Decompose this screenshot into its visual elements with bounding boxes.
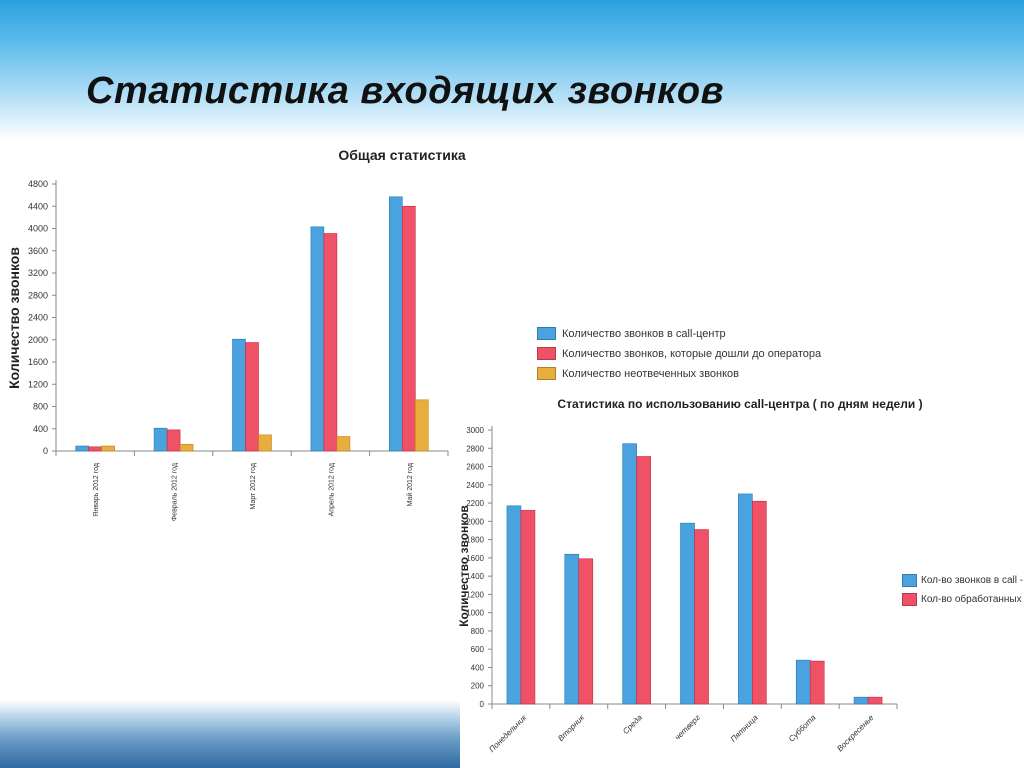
bar — [258, 434, 272, 452]
chart1-legend: Количество звонков в call-центр Количест… — [537, 327, 821, 387]
bar — [752, 500, 767, 705]
bar — [414, 399, 429, 452]
x-category-label: Воскресенье — [835, 713, 876, 754]
bar — [738, 493, 753, 705]
legend-label: Кол-во обработанных звонков — [921, 594, 1024, 605]
y-tick-label: 4800 — [28, 179, 48, 189]
bar — [680, 522, 695, 705]
x-category-label: Вторник — [556, 712, 587, 743]
bar — [336, 436, 351, 452]
y-tick-label: 800 — [33, 402, 48, 412]
legend-item-unanswered-calls: Количество неотвеченных звонков — [537, 367, 821, 380]
y-tick-label: 600 — [471, 645, 485, 654]
y-tick-label: 1200 — [466, 590, 484, 599]
bar — [520, 510, 536, 705]
bar — [166, 429, 181, 452]
y-tick-label: 2400 — [466, 481, 484, 490]
x-category-label: Суббота — [787, 713, 818, 744]
y-tick-label: 3200 — [28, 268, 48, 278]
x-category-label: Среда — [621, 713, 644, 736]
legend-label: Количество звонков в call-центр — [562, 327, 726, 340]
header-gradient-band — [0, 0, 1024, 140]
y-tick-label: 1400 — [466, 572, 484, 581]
bar — [578, 558, 594, 705]
y-tick-label: 800 — [471, 627, 485, 636]
y-tick-label: 3000 — [466, 426, 484, 435]
y-tick-label: 1000 — [466, 609, 484, 618]
y-tick-label: 4400 — [28, 201, 48, 211]
legend-swatch-red — [902, 593, 917, 606]
chart-title: Статистика по использованию call-центра … — [557, 397, 922, 411]
y-tick-label: 2000 — [28, 335, 48, 345]
y-tick-label: 1600 — [28, 357, 48, 367]
legend-swatch-blue — [902, 574, 917, 587]
overall-statistics-chart: Общая статистика Количество звонков 0 400 80… — [6, 147, 466, 521]
bar — [323, 233, 338, 452]
x-category-label: Пятница — [729, 713, 760, 744]
y-tick-label: 2000 — [466, 517, 484, 526]
y-tick-label: 400 — [471, 663, 485, 672]
bar — [310, 226, 325, 452]
bar — [795, 659, 811, 705]
bar — [101, 445, 115, 452]
x-category-label: Май 2012 год — [406, 463, 414, 506]
chart-title: Общая статистика — [338, 147, 466, 163]
legend-label: Количество звонков, которые дошли до опе… — [562, 347, 822, 360]
bar — [232, 338, 246, 452]
y-tick-label: 2800 — [466, 444, 484, 453]
legend-label: Количество неотвеченных звонков — [562, 367, 740, 380]
legend-item-reached-operator: Количество звонков, которые дошли до опе… — [537, 347, 821, 360]
y-tick-label: 2200 — [466, 499, 484, 508]
bar — [245, 342, 259, 452]
chart2-legend: Кол-во звонков в call - центр Кол-во обр… — [902, 574, 1024, 612]
y-tick-label: 1600 — [466, 554, 484, 563]
legend-item-incoming-calls: Количество звонков в call-центр — [537, 327, 821, 340]
bar — [809, 660, 825, 705]
bar — [853, 696, 869, 705]
x-category-label: Апрель 2012 год — [328, 463, 335, 516]
x-category-label: Март 2012 год — [250, 463, 257, 509]
legend-item-calls-to-callcenter: Кол-во звонков в call - центр — [902, 574, 1024, 587]
y-tick-label: 1200 — [28, 379, 48, 389]
legend-swatch-orange — [537, 367, 556, 380]
bar — [179, 444, 194, 452]
bar — [636, 456, 651, 705]
y-tick-label: 2800 — [28, 290, 48, 300]
bar — [401, 205, 416, 452]
y-tick-label: 200 — [471, 682, 485, 691]
bar — [694, 529, 709, 705]
bar — [622, 443, 637, 705]
y-tick-label: 0 — [480, 700, 485, 709]
bar — [88, 446, 102, 452]
y-tick-label: 0 — [43, 446, 48, 456]
bar — [564, 553, 580, 705]
y-tick-label: 2400 — [28, 313, 48, 323]
legend-swatch-red — [537, 347, 556, 360]
weekday-statistics-chart: Статистика по использованию call-центра … — [457, 397, 923, 754]
legend-label: Кол-во звонков в call - центр — [921, 575, 1024, 586]
legend-swatch-blue — [537, 327, 556, 340]
y-tick-label: 1800 — [466, 536, 484, 545]
x-category-label: Февраль 2012 год — [172, 463, 179, 521]
x-category-label: Понедельник — [487, 712, 529, 754]
y-tick-label: 3600 — [28, 246, 48, 256]
footer-water-band — [0, 700, 460, 768]
legend-item-processed-calls: Кол-во обработанных звонков — [902, 593, 1024, 606]
y-axis-label: Количество звонков — [6, 247, 22, 389]
x-category-label: Январь 2012 год — [93, 463, 100, 517]
y-tick-label: 2600 — [466, 463, 484, 472]
bar — [388, 196, 403, 452]
x-category-label: четверг — [673, 713, 702, 742]
y-axis-label: Количество звонков — [457, 505, 471, 627]
slide-title: Статистика входящих звонков — [86, 70, 725, 112]
y-tick-label: 400 — [33, 424, 48, 434]
bar — [75, 445, 89, 452]
bar — [506, 505, 522, 705]
y-tick-label: 4000 — [28, 224, 48, 234]
bar — [867, 696, 883, 705]
bar — [153, 427, 168, 452]
